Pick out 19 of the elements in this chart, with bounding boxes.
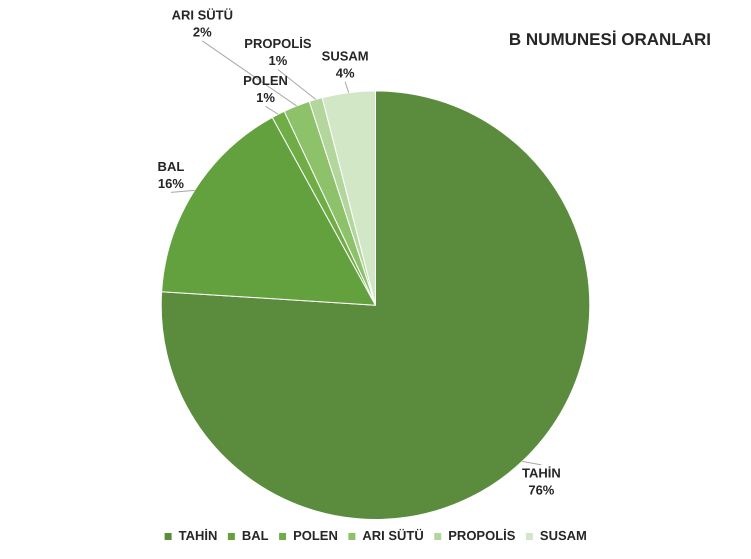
legend-label: SUSAM xyxy=(540,528,587,544)
slice-label: ARI SÜTÜ xyxy=(172,7,233,22)
legend-label: POLEN xyxy=(293,528,338,544)
data-label: 16% xyxy=(158,176,184,191)
legend-label: ARI SÜTÜ xyxy=(362,528,424,544)
text: B NUMUNESİ ORANLARI xyxy=(508,30,711,49)
legend-label: TAHİN xyxy=(178,528,218,544)
slice-label: PROPOLİS xyxy=(244,36,312,52)
data-label: 1% xyxy=(268,53,288,68)
data-label: 1% xyxy=(256,90,276,105)
data-label: 2% xyxy=(192,24,212,40)
data-label: 76% xyxy=(528,482,555,498)
legend-label: BAL xyxy=(242,528,269,544)
slice-label: TAHİN xyxy=(522,465,561,480)
legend-label: PROPOLİS xyxy=(448,528,516,544)
data-label: 4% xyxy=(336,65,355,80)
slice-label: SUSAM xyxy=(322,48,369,64)
slice-label: BAL xyxy=(158,158,184,174)
slice-label: POLEN xyxy=(243,72,288,88)
